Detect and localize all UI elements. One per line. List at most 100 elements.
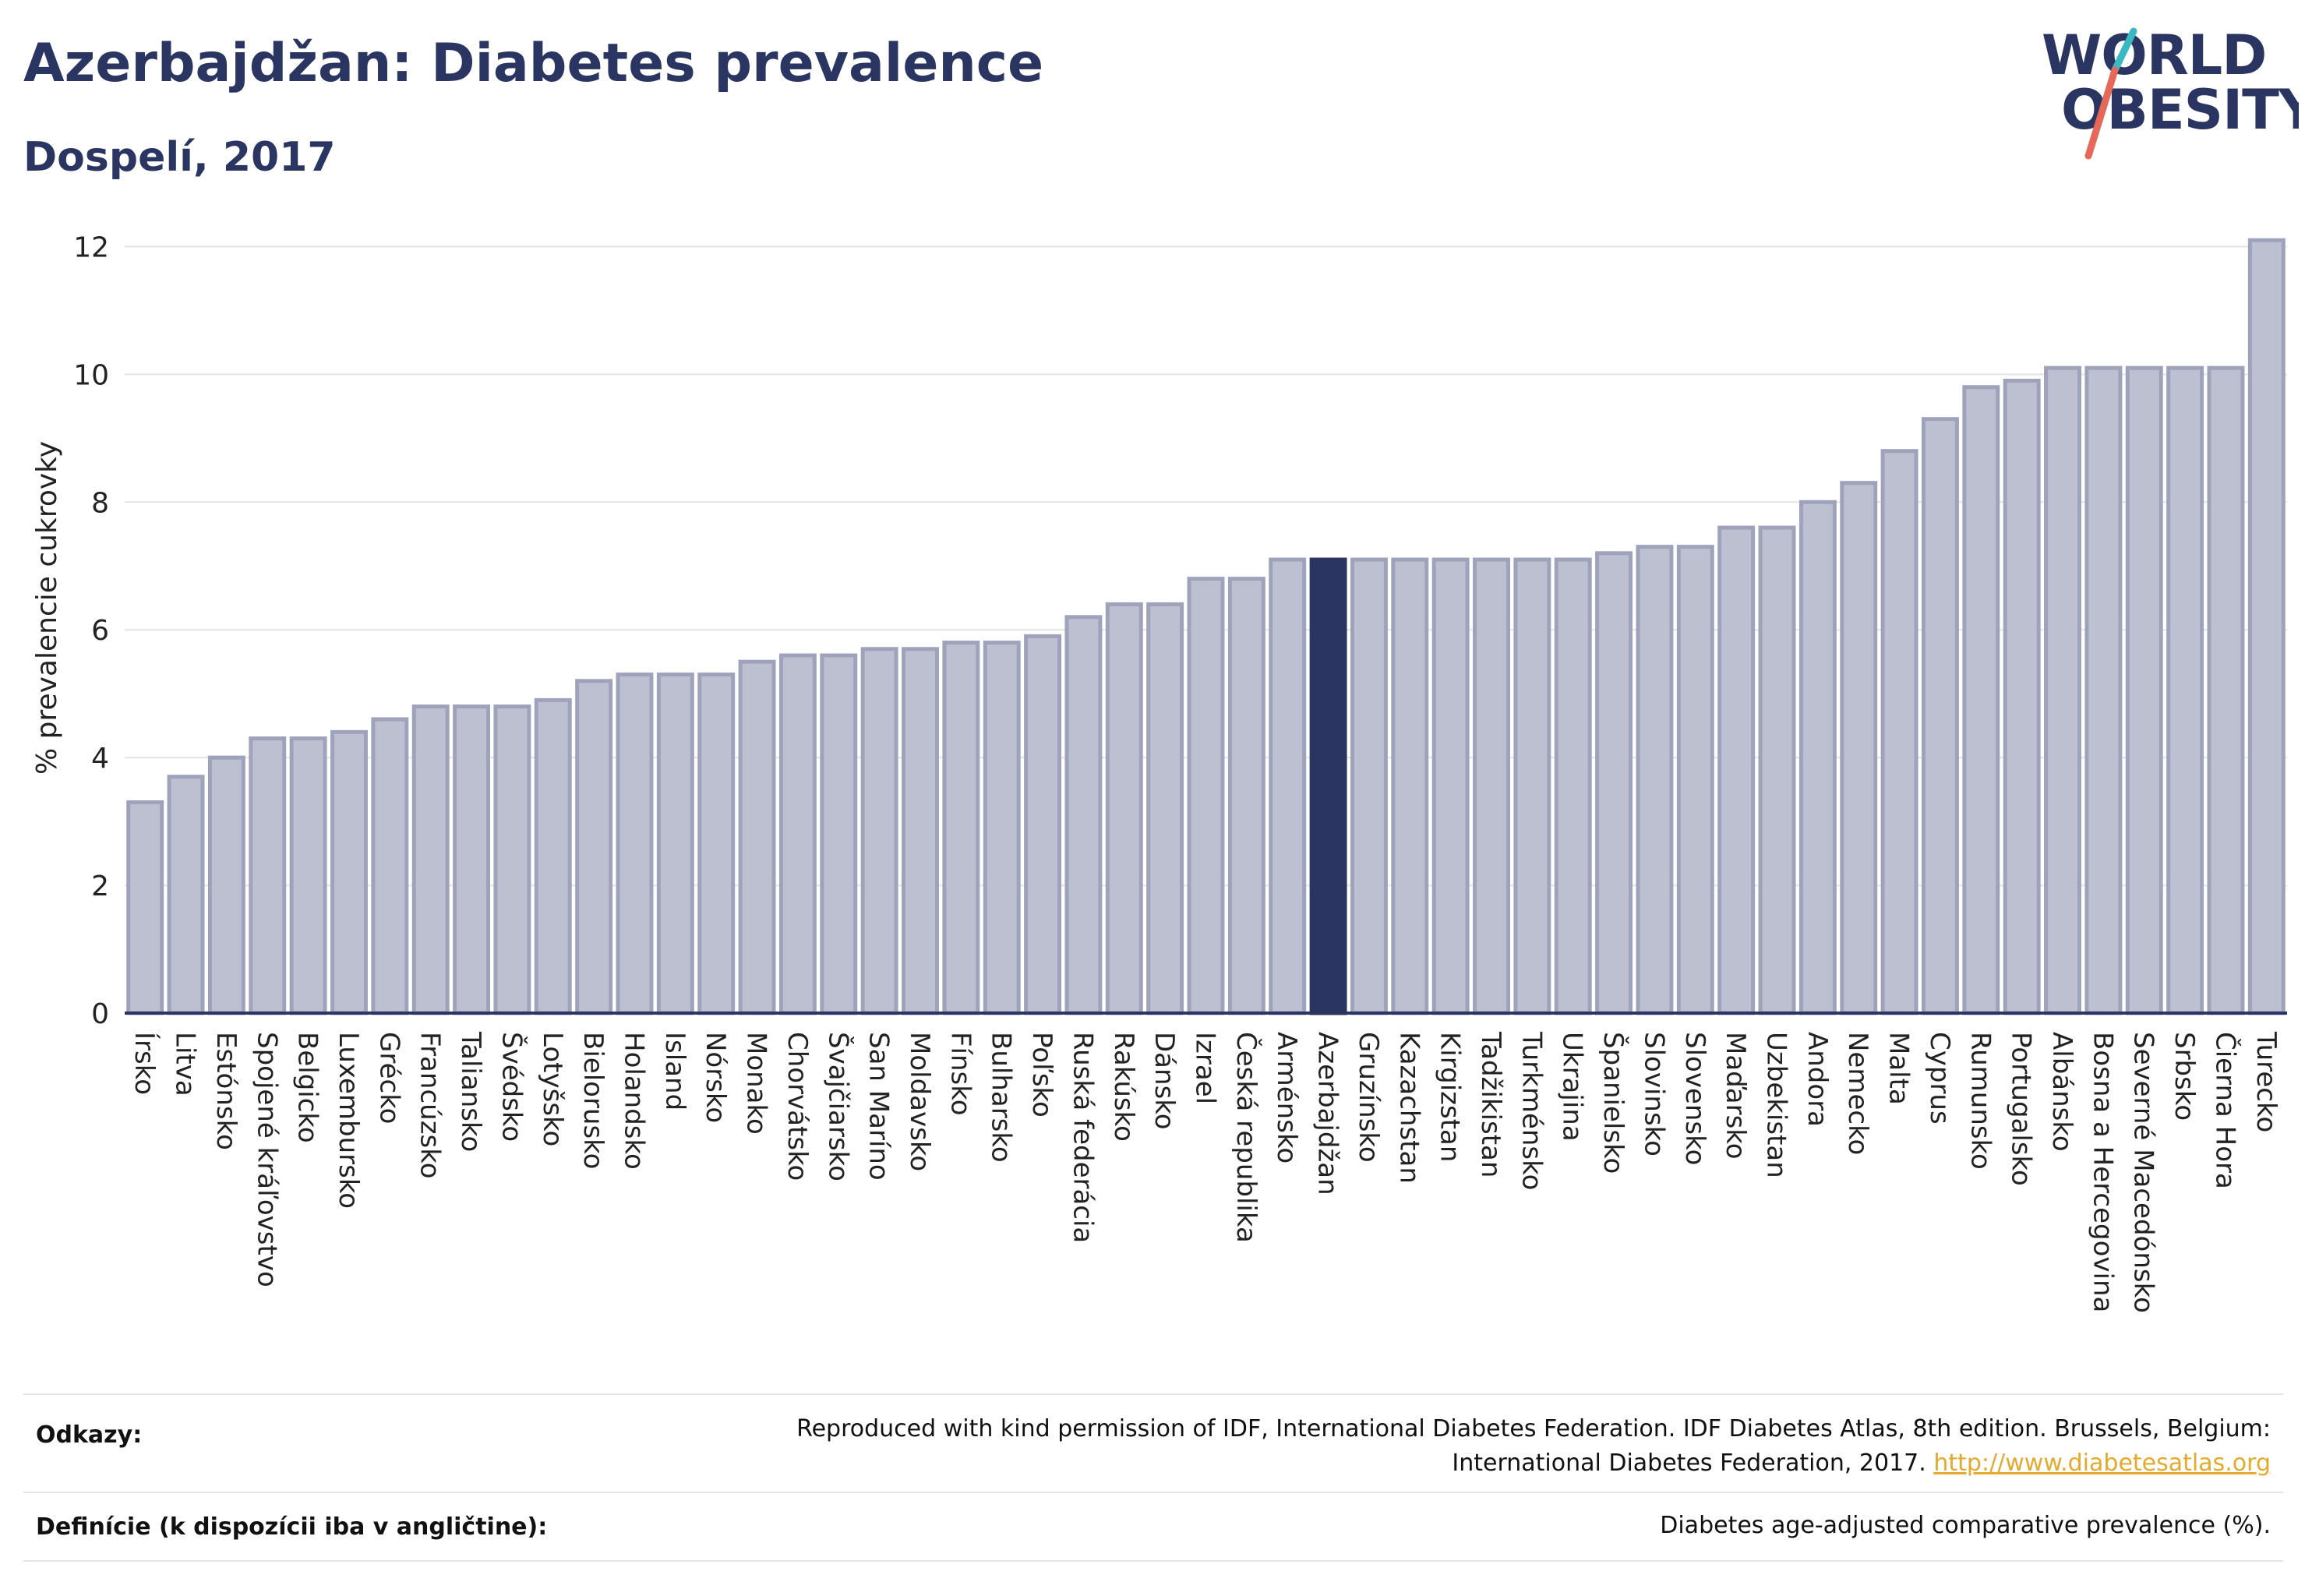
bar[interactable] [1269, 557, 1307, 1015]
x-tick-label: Estónsko [210, 1032, 242, 1150]
y-axis-label: % prevalencie cukrovky [31, 441, 63, 775]
bar[interactable] [1431, 557, 1470, 1015]
bar[interactable] [1554, 557, 1592, 1015]
bar[interactable] [983, 641, 1021, 1015]
references-label: Odkazy: [36, 1421, 143, 1449]
references-line-1: Reproduced with kind permission of IDF, … [796, 1415, 2271, 1442]
logo-slash-top-icon [2111, 27, 2137, 74]
bar[interactable] [1064, 615, 1103, 1015]
bar[interactable] [1962, 385, 2000, 1015]
bar[interactable] [126, 800, 164, 1015]
bar[interactable] [1146, 602, 1184, 1015]
bar[interactable] [616, 673, 654, 1015]
x-tick-label: Azerbajdžan [1312, 1032, 1343, 1195]
y-tick-label: 10 [73, 359, 109, 391]
x-tick-label: Turecko [2250, 1031, 2282, 1132]
bar[interactable] [2003, 379, 2041, 1015]
bar[interactable] [2247, 238, 2286, 1015]
bar[interactable] [1798, 500, 1837, 1015]
x-tick-label: Tadžikistan [1475, 1031, 1506, 1178]
x-tick-label: Francúzsko [415, 1032, 446, 1179]
bar[interactable] [1880, 449, 1918, 1015]
bar[interactable] [1024, 634, 1062, 1015]
bar[interactable] [1758, 525, 1796, 1015]
x-tick-label: Rumunsko [1964, 1032, 1996, 1170]
x-tick-label: Spojené kráľovstvo [251, 1032, 282, 1287]
y-axis-ticks: 0 2 4 6 8 10 12 [73, 231, 109, 1030]
references-text: Reproduced with kind permission of IDF, … [796, 1412, 2271, 1481]
logo-line-1: WORLD [2042, 23, 2266, 87]
x-tick-label: Maďarsko [1720, 1032, 1751, 1160]
bar[interactable] [1227, 577, 1265, 1015]
bar[interactable] [1473, 557, 1510, 1015]
x-tick-label: Ukrajina [1557, 1032, 1588, 1142]
bar[interactable] [656, 673, 694, 1015]
y-tick-label: 6 [91, 615, 109, 647]
bar[interactable] [2207, 365, 2245, 1015]
x-tick-label: Dánsko [1149, 1032, 1180, 1130]
bar[interactable] [371, 717, 409, 1015]
bar[interactable] [1636, 545, 1674, 1015]
bar[interactable] [2084, 365, 2123, 1015]
bar[interactable] [820, 653, 858, 1015]
bar[interactable] [697, 673, 736, 1015]
y-tick-label: 2 [91, 870, 109, 902]
x-tick-label: Luxembursko [333, 1032, 364, 1209]
bar[interactable] [2166, 365, 2204, 1015]
x-tick-label: Lotyšsko [537, 1032, 568, 1146]
x-tick-label: Arménsko [1271, 1032, 1302, 1163]
bar[interactable] [1187, 577, 1225, 1015]
x-tick-label: Severné Macedónsko [2128, 1032, 2159, 1313]
bar[interactable] [1676, 545, 1714, 1015]
bar[interactable] [330, 729, 368, 1015]
references-row: Odkazy: Reproduced with kind permission … [23, 1393, 2283, 1493]
bar[interactable] [1391, 557, 1429, 1015]
bar[interactable] [167, 775, 205, 1015]
bar[interactable] [249, 736, 287, 1015]
diabetes-atlas-link[interactable]: http://www.diabetesatlas.org [1933, 1449, 2271, 1477]
definitions-text: Diabetes age-adjusted comparative preval… [1660, 1512, 2271, 1539]
bar[interactable] [738, 659, 776, 1015]
x-tick-label: Island [659, 1032, 690, 1110]
bar[interactable] [1921, 417, 1959, 1015]
x-tick-label: Nemecko [1842, 1032, 1873, 1155]
x-tick-label: Španielsko [1597, 1032, 1629, 1174]
bar[interactable] [2044, 365, 2081, 1015]
chart-subtitle: Dospelí, 2017 [23, 134, 336, 181]
bar[interactable] [1840, 481, 1878, 1015]
x-tick-label: Švajčiarsko [822, 1032, 854, 1181]
x-tick-label: Cyprus [1924, 1032, 1955, 1125]
bar-chart: 0 2 4 6 8 10 12 Írsko Litva Estónsko Spojené kráľ… [31, 231, 2287, 1313]
bar[interactable] [942, 641, 980, 1015]
x-tick-label: Kazachstan [1393, 1032, 1424, 1184]
logo-slash-bottom-icon [2084, 66, 2119, 160]
bar[interactable] [207, 755, 245, 1015]
bar[interactable] [575, 679, 613, 1015]
x-tick-label: Bielorusko [577, 1032, 609, 1169]
bar-highlight[interactable] [1309, 557, 1347, 1015]
bar[interactable] [289, 736, 327, 1015]
bar[interactable] [2125, 365, 2163, 1015]
bar[interactable] [411, 704, 450, 1015]
x-tick-label: Gruzínsko [1353, 1032, 1384, 1163]
x-tick-label: Čierna Hora [2209, 1032, 2241, 1189]
bar[interactable] [778, 653, 817, 1015]
definitions-row: Definície (k dispozícii iba v angličtine… [23, 1492, 2283, 1562]
y-tick-label: 0 [91, 998, 109, 1030]
bar[interactable] [1717, 525, 1756, 1015]
bar[interactable] [1595, 551, 1633, 1015]
bar[interactable] [493, 704, 531, 1015]
bar[interactable] [1350, 557, 1388, 1015]
x-tick-label: Litva [170, 1032, 201, 1096]
bar[interactable] [1513, 557, 1551, 1015]
bar[interactable] [1105, 602, 1143, 1015]
bar[interactable] [902, 647, 939, 1015]
y-tick-label: 8 [91, 487, 109, 519]
bar[interactable] [860, 647, 898, 1015]
x-axis-labels: Írsko Litva Estónsko Spojené kráľovstvo Belg… [129, 1031, 2282, 1313]
bar[interactable] [534, 697, 572, 1015]
x-tick-label: Monako [741, 1032, 772, 1135]
bar[interactable] [453, 704, 491, 1015]
x-tick-label: Bosna a Hercegovina [2087, 1032, 2118, 1312]
x-tick-label: San Maríno [863, 1032, 895, 1181]
